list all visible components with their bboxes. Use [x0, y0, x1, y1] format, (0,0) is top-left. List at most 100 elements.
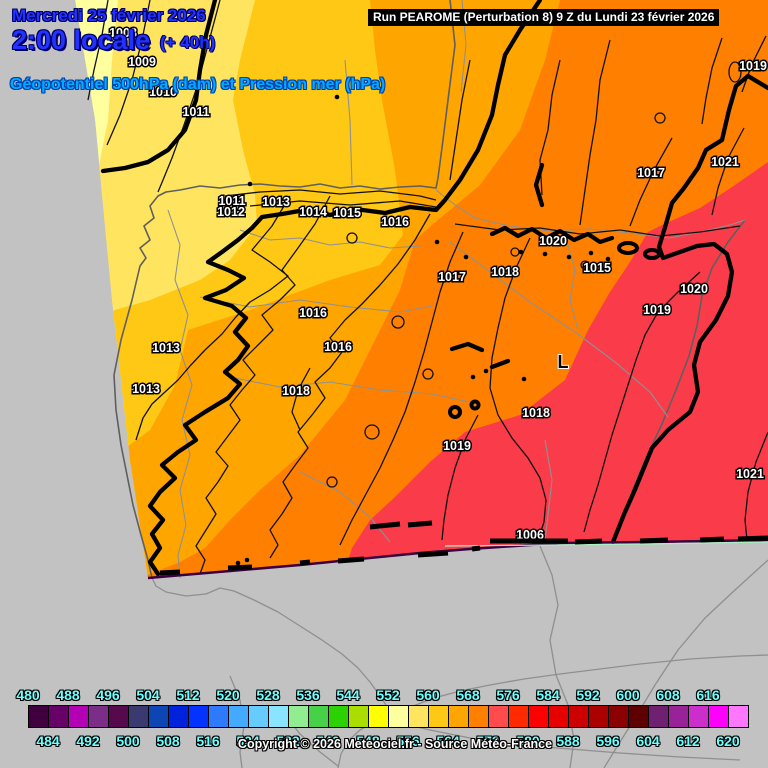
- scale-tick-top: 616: [696, 687, 720, 703]
- scale-tick-top: 480: [16, 687, 40, 703]
- scale-cell-588: [568, 705, 588, 728]
- scale-cell-548: [368, 705, 388, 728]
- scale-cell-600: [628, 705, 648, 728]
- scale-tick-top: 576: [496, 687, 520, 703]
- scale-cell-552: [388, 705, 408, 728]
- scale-cell-540: [328, 705, 348, 728]
- scale-tick-bottom: 492: [76, 733, 100, 749]
- time-line: 2:00 locale: [12, 25, 151, 55]
- scale-tick-top: 504: [136, 687, 160, 703]
- scale-tick-bottom: 580: [516, 733, 540, 749]
- scale-cell-556: [408, 705, 428, 728]
- run-info-bar: Run PEAROME (Perturbation 8) 9 Z du Lund…: [368, 9, 720, 26]
- scale-tick-top: 528: [256, 687, 280, 703]
- scale-cell-544: [348, 705, 368, 728]
- scale-cell-564: [448, 705, 468, 728]
- pressure-label: 1016: [299, 306, 327, 320]
- scale-tick-top: 552: [376, 687, 400, 703]
- pressure-label: 1010: [149, 85, 177, 99]
- pressure-label: 1017: [438, 270, 466, 284]
- scale-cell-488: [68, 705, 88, 728]
- scale-cell-572: [488, 705, 508, 728]
- pressure-label: 1019: [443, 439, 471, 453]
- scale-cell-500: [128, 705, 148, 728]
- scale-tick-bottom: 540: [316, 733, 340, 749]
- scale-tick-top: 488: [56, 687, 80, 703]
- scale-tick-bottom: 604: [636, 733, 660, 749]
- scale-cell-616: [708, 705, 728, 728]
- pressure-label: 1016: [324, 340, 352, 354]
- scale-tick-bottom: 516: [196, 733, 220, 749]
- scale-cell-520: [228, 705, 248, 728]
- scale-tick-bottom: 556: [396, 733, 420, 749]
- scale-tick-top: 600: [616, 687, 640, 703]
- scale-cell-524: [248, 705, 268, 728]
- scale-cell-592: [588, 705, 608, 728]
- pressure-label: 1019: [643, 303, 671, 317]
- scale-tick-top: 568: [456, 687, 480, 703]
- scale-tick-top: 584: [536, 687, 560, 703]
- pressure-label: 1011: [182, 105, 209, 119]
- low-pressure-marker: L: [558, 352, 569, 372]
- pressure-label: 1013: [262, 195, 290, 209]
- scale-tick-top: 544: [336, 687, 360, 703]
- scale-cell-584: [548, 705, 568, 728]
- scale-cell-516: [208, 705, 228, 728]
- scale-cell-608: [668, 705, 688, 728]
- pressure-label: 1019: [739, 59, 767, 73]
- scale-tick-top: 592: [576, 687, 600, 703]
- scale-tick-bottom: 588: [556, 733, 580, 749]
- scale-tick-top: 512: [176, 687, 200, 703]
- scale-tick-bottom: 620: [716, 733, 740, 749]
- scale-cell-604: [648, 705, 668, 728]
- scale-cell-576: [508, 705, 528, 728]
- pressure-label: 1015: [333, 206, 361, 220]
- scale-tick-bottom: 596: [596, 733, 620, 749]
- map-subtitle: Géopotentiel 500hPa (dam) et Pression me…: [10, 76, 386, 93]
- pressure-label: 1020: [680, 282, 708, 296]
- pressure-label: 1008: [109, 26, 137, 40]
- pressure-label: 1018: [282, 384, 310, 398]
- scale-tick-bottom: 508: [156, 733, 180, 749]
- scale-cell-528: [268, 705, 288, 728]
- scale-tick-bottom: 612: [676, 733, 700, 749]
- scale-cell-596: [608, 705, 628, 728]
- pressure-label: 1014: [299, 205, 327, 219]
- scale-tick-bottom: 532: [276, 733, 300, 749]
- scale-cell-612: [688, 705, 708, 728]
- scale-tick-top: 520: [216, 687, 240, 703]
- scale-tick-bottom: 500: [116, 733, 140, 749]
- scale-tick-bottom: 572: [476, 733, 500, 749]
- scale-cell-508: [168, 705, 188, 728]
- geopotential-band: [345, 162, 768, 578]
- scale-tick-top: 536: [296, 687, 320, 703]
- scale-cell-484: [48, 705, 68, 728]
- scale-tick-top: 560: [416, 687, 440, 703]
- forecast-offset: (+ 40h): [160, 33, 216, 52]
- scale-tick-top: 608: [656, 687, 680, 703]
- scale-cell-492: [88, 705, 108, 728]
- pressure-label: 1021: [736, 467, 764, 481]
- scale-cell-580: [528, 705, 548, 728]
- scale-cell-536: [308, 705, 328, 728]
- pressure-label: 1015: [583, 261, 611, 275]
- pressure-label: 1012: [217, 205, 245, 219]
- scale-cell-512: [188, 705, 208, 728]
- scale-cell-480: [28, 705, 48, 728]
- pressure-label: 1021: [711, 155, 739, 169]
- scale-cell-496: [108, 705, 128, 728]
- copyright-text: Copyright © 2026 Meteociel.fr - Source M…: [237, 737, 553, 751]
- pressure-label: 1009: [128, 55, 156, 69]
- pressure-label: 1020: [539, 234, 567, 248]
- scale-cell-560: [428, 705, 448, 728]
- scale-tick-bottom: 524: [236, 733, 260, 749]
- scale-tick-bottom: 548: [356, 733, 380, 749]
- scale-cell-532: [288, 705, 308, 728]
- scale-cell-504: [148, 705, 168, 728]
- pressure-label: 1018: [522, 406, 550, 420]
- scale-cell-568: [468, 705, 488, 728]
- date-line: Mercredi 25 février 2026: [12, 6, 206, 25]
- pressure-label: 1018: [491, 265, 519, 279]
